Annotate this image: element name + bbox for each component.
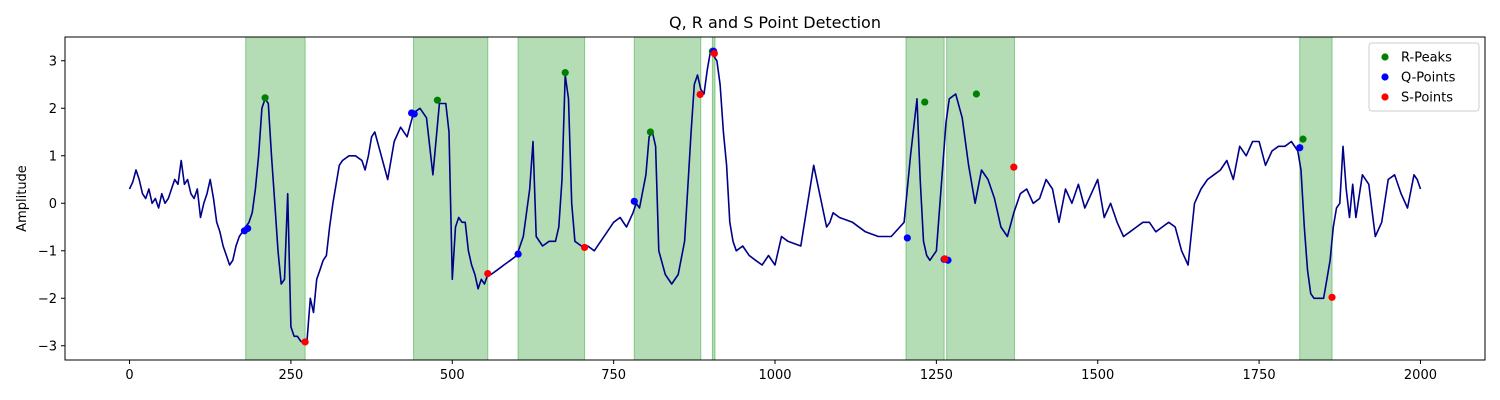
y-tick-label: 1 xyxy=(49,149,57,164)
x-tick-label: 1250 xyxy=(920,368,953,383)
detection-region xyxy=(711,36,716,361)
marker-points-layer xyxy=(240,47,1336,346)
x-tick-label: 1000 xyxy=(758,368,791,383)
legend-label: Q-Points xyxy=(1401,71,1456,86)
detection-regions xyxy=(245,36,1333,361)
q-point xyxy=(630,197,638,205)
legend-marker xyxy=(1381,53,1389,61)
q-point xyxy=(514,250,522,258)
x-tick-label: 1750 xyxy=(1243,368,1276,383)
detection-region xyxy=(905,36,945,361)
legend-box xyxy=(1368,42,1480,112)
s-point xyxy=(484,269,492,278)
y-tick-label: 2 xyxy=(49,102,57,117)
r-peak-point xyxy=(261,94,269,102)
y-tick-label: −1 xyxy=(38,244,57,259)
q-point xyxy=(410,110,418,118)
r-peak-point xyxy=(1299,135,1307,143)
x-tick-label: 500 xyxy=(440,368,465,383)
s-point xyxy=(696,90,704,99)
signal-line xyxy=(128,50,1422,345)
legend: R-Peaks Q-Points S-Points xyxy=(1368,42,1480,112)
s-point xyxy=(1328,293,1336,301)
legend-label: R-Peaks xyxy=(1401,51,1452,66)
r-peak-point xyxy=(433,96,442,104)
signal-line-layer xyxy=(128,50,1422,345)
s-point xyxy=(580,243,589,252)
y-tick-label: −2 xyxy=(38,292,57,307)
s-point xyxy=(941,255,949,263)
detection-region xyxy=(633,36,702,361)
x-tick-label: 750 xyxy=(601,368,626,383)
q-point xyxy=(903,234,911,242)
r-peak-point xyxy=(972,90,980,98)
r-peak-point xyxy=(921,98,929,106)
y-tick-label: 3 xyxy=(49,54,57,69)
s-point xyxy=(710,50,718,58)
x-tick-label: 250 xyxy=(278,368,303,383)
x-tick-label: 2000 xyxy=(1404,368,1437,383)
chart-title: Q, R and S Point Detection xyxy=(669,13,881,32)
detection-region xyxy=(946,36,1015,361)
y-tick-label: −3 xyxy=(38,339,57,354)
s-point xyxy=(1010,163,1018,171)
x-tick-label: 0 xyxy=(125,368,133,383)
q-point xyxy=(244,224,252,233)
x-axis: 0 250 500 750 1000 1250 1500 1750 2000 xyxy=(125,360,1437,383)
legend-marker xyxy=(1381,93,1389,101)
detection-region xyxy=(245,36,306,361)
x-tick-label: 1500 xyxy=(1081,368,1114,383)
y-axis-label: Amplitude xyxy=(15,165,30,232)
y-axis: −3 −2 −1 0 1 2 3 xyxy=(38,54,65,354)
legend-marker xyxy=(1381,73,1389,81)
r-peak-point xyxy=(561,69,569,77)
detection-region xyxy=(1299,36,1333,361)
s-point xyxy=(301,338,309,346)
r-peak-point xyxy=(646,128,655,136)
y-tick-label: 0 xyxy=(49,197,57,212)
q-point xyxy=(1296,144,1304,152)
legend-label: S-Points xyxy=(1401,91,1453,106)
